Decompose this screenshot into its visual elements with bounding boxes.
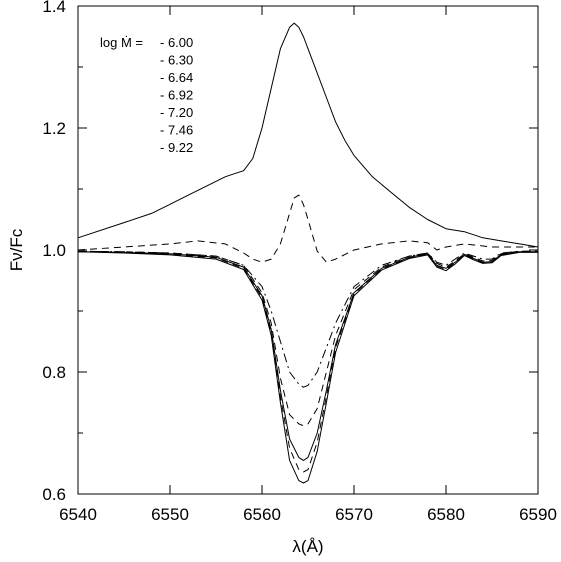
legend-entry: - 6.64 (160, 70, 193, 85)
x-tick-label: 6560 (243, 505, 281, 524)
x-tick-label: 6540 (59, 505, 97, 524)
series-line (77, 251, 538, 461)
plot-frame (77, 5, 539, 495)
series-line (77, 22, 539, 248)
legend-entry: - 6.30 (160, 53, 193, 68)
x-tick-label: 6550 (151, 505, 189, 524)
series-line (77, 250, 538, 388)
legend-entry: - 7.20 (160, 105, 193, 120)
legend-title: log Ṁ = (100, 35, 143, 50)
y-tick-label: 1.4 (42, 0, 66, 16)
series-line (77, 194, 538, 263)
series-lines (77, 22, 539, 484)
series-line (77, 251, 538, 484)
x-tick-label: 6580 (427, 505, 465, 524)
y-tick-label: 1.0 (42, 241, 66, 260)
x-tick-label: 6570 (335, 505, 373, 524)
legend: log Ṁ = - 6.00 - 6.30 - 6.64 - 6.92 - 7.20 - 7… (100, 35, 193, 155)
y-tick-label: 0.6 (42, 485, 66, 504)
legend-entry: - 6.00 (160, 35, 193, 50)
legend-entry: - 9.22 (160, 140, 193, 155)
legend-entry: - 6.92 (160, 88, 193, 103)
axis-ticks: 6540 6550 6560 6570 6580 6590 0.6 0.8 1.0 1.2 1.4 (42, 0, 557, 524)
series-line (77, 250, 538, 427)
x-axis-label: λ(Å) (292, 537, 323, 556)
x-tick-label: 6590 (519, 505, 557, 524)
y-tick-label: 0.8 (42, 363, 66, 382)
series-line (77, 251, 538, 473)
legend-entry: - 7.46 (160, 123, 193, 138)
y-axis-label: Fν/Fc (7, 228, 26, 271)
y-tick-label: 1.2 (42, 119, 66, 138)
